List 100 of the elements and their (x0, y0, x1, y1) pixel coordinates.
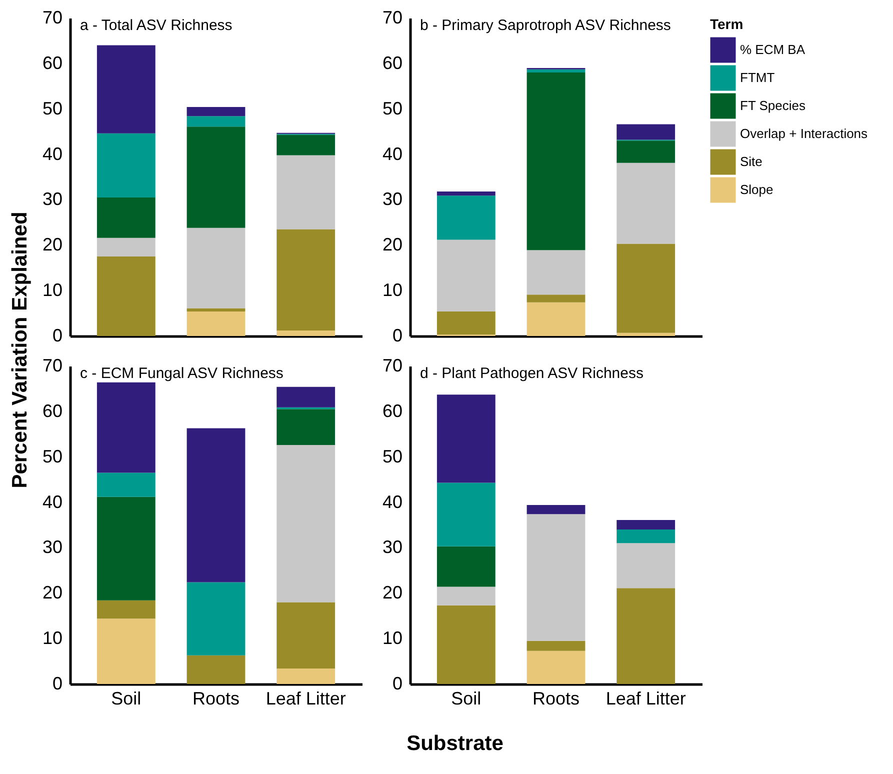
bar (276, 330, 336, 336)
legend-label: Slope (740, 182, 774, 197)
y-tick-label: 60 (42, 52, 62, 73)
bar (436, 311, 496, 335)
bar (436, 482, 496, 546)
y-tick-label: 60 (382, 400, 402, 421)
bar (526, 650, 586, 684)
y-tick-label: 0 (392, 326, 402, 346)
y-tick-label: 30 (42, 537, 62, 558)
bar (616, 244, 676, 333)
chart-title: c - ECM Fungal ASV Richness (80, 365, 284, 382)
bar (276, 668, 336, 684)
bar (436, 196, 496, 240)
bar (186, 311, 246, 336)
y-tick-label: 40 (382, 144, 402, 164)
legend-label: FTMT (740, 70, 775, 85)
legend-title: Term (710, 16, 744, 32)
y-tick-label: 50 (42, 98, 62, 118)
bar (96, 238, 156, 256)
bar (96, 472, 156, 497)
bar (186, 582, 246, 656)
bar (276, 155, 336, 230)
y-tick-label: 70 (42, 8, 62, 28)
bar (526, 505, 586, 514)
chart-title: d - Plant Pathogen ASV Richness (420, 365, 644, 382)
bar (186, 116, 246, 127)
bar (526, 250, 586, 295)
bar (436, 546, 496, 587)
bar (276, 602, 336, 669)
bar (96, 133, 156, 198)
bar (616, 543, 676, 588)
y-tick-label: 60 (382, 52, 402, 73)
y-axis-title: Percent Variation Explained (8, 212, 32, 488)
bar (186, 228, 246, 308)
y-tick-label: 50 (382, 98, 402, 118)
legend-label: FT Species (740, 98, 806, 113)
x-tick-label: Leaf Litter (606, 688, 686, 708)
bar (186, 126, 246, 228)
y-tick-label: 20 (382, 234, 402, 255)
y-tick-label: 10 (382, 628, 402, 648)
bar (96, 382, 156, 473)
bar (96, 45, 156, 134)
bar (276, 229, 336, 331)
x-axis-title: Substrate (406, 732, 504, 756)
bar (276, 134, 336, 156)
y-tick-label: 20 (382, 582, 402, 603)
legend-label: Site (740, 154, 762, 169)
bar (526, 514, 586, 641)
bar (96, 600, 156, 619)
y-tick-label: 20 (42, 582, 62, 603)
bar (616, 124, 676, 140)
bar (186, 107, 246, 116)
y-tick-label: 0 (392, 674, 402, 694)
bar (436, 192, 496, 196)
y-tick-label: 50 (42, 446, 62, 466)
y-tick-label: 10 (382, 280, 402, 300)
y-tick-label: 30 (42, 189, 62, 210)
y-tick-label: 10 (42, 628, 62, 648)
chart-title: b - Primary Saprotroph ASV Richness (420, 17, 671, 34)
y-tick-label: 40 (42, 144, 62, 164)
bar (276, 386, 336, 408)
legend-label: % ECM BA (740, 42, 806, 57)
bar (96, 197, 156, 238)
y-tick-label: 70 (382, 8, 402, 28)
y-tick-label: 30 (382, 537, 402, 558)
bar (186, 308, 246, 312)
y-tick-label: 0 (52, 674, 62, 694)
bar (96, 256, 156, 336)
bar (616, 332, 676, 336)
y-tick-label: 20 (42, 234, 62, 255)
bar (526, 640, 586, 651)
y-tick-label: 0 (52, 326, 62, 346)
bar (436, 394, 496, 483)
y-tick-label: 50 (382, 446, 402, 466)
bar (616, 520, 676, 530)
x-tick-label: Soil (111, 688, 142, 708)
x-tick-label: Soil (451, 688, 482, 708)
bar (436, 240, 496, 312)
bar (436, 605, 496, 684)
x-tick-label: Roots (532, 688, 580, 708)
chart-title: a - Total ASV Richness (80, 17, 232, 34)
y-tick-label: 60 (42, 400, 62, 421)
y-tick-label: 30 (382, 189, 402, 210)
bar (186, 428, 246, 582)
bar (96, 496, 156, 600)
bar (276, 409, 336, 446)
legend-label: Overlap + Interactions (740, 126, 868, 141)
bar (96, 618, 156, 684)
bar (616, 140, 676, 163)
bar (616, 588, 676, 684)
y-tick-label: 40 (382, 492, 402, 512)
bar (186, 655, 246, 684)
bar (436, 586, 496, 606)
y-tick-label: 40 (42, 492, 62, 512)
x-tick-label: Leaf Litter (266, 688, 346, 708)
bar (526, 69, 586, 73)
bar (276, 445, 336, 602)
bar (526, 294, 586, 302)
x-tick-label: Roots (192, 688, 240, 708)
bar (616, 162, 676, 244)
